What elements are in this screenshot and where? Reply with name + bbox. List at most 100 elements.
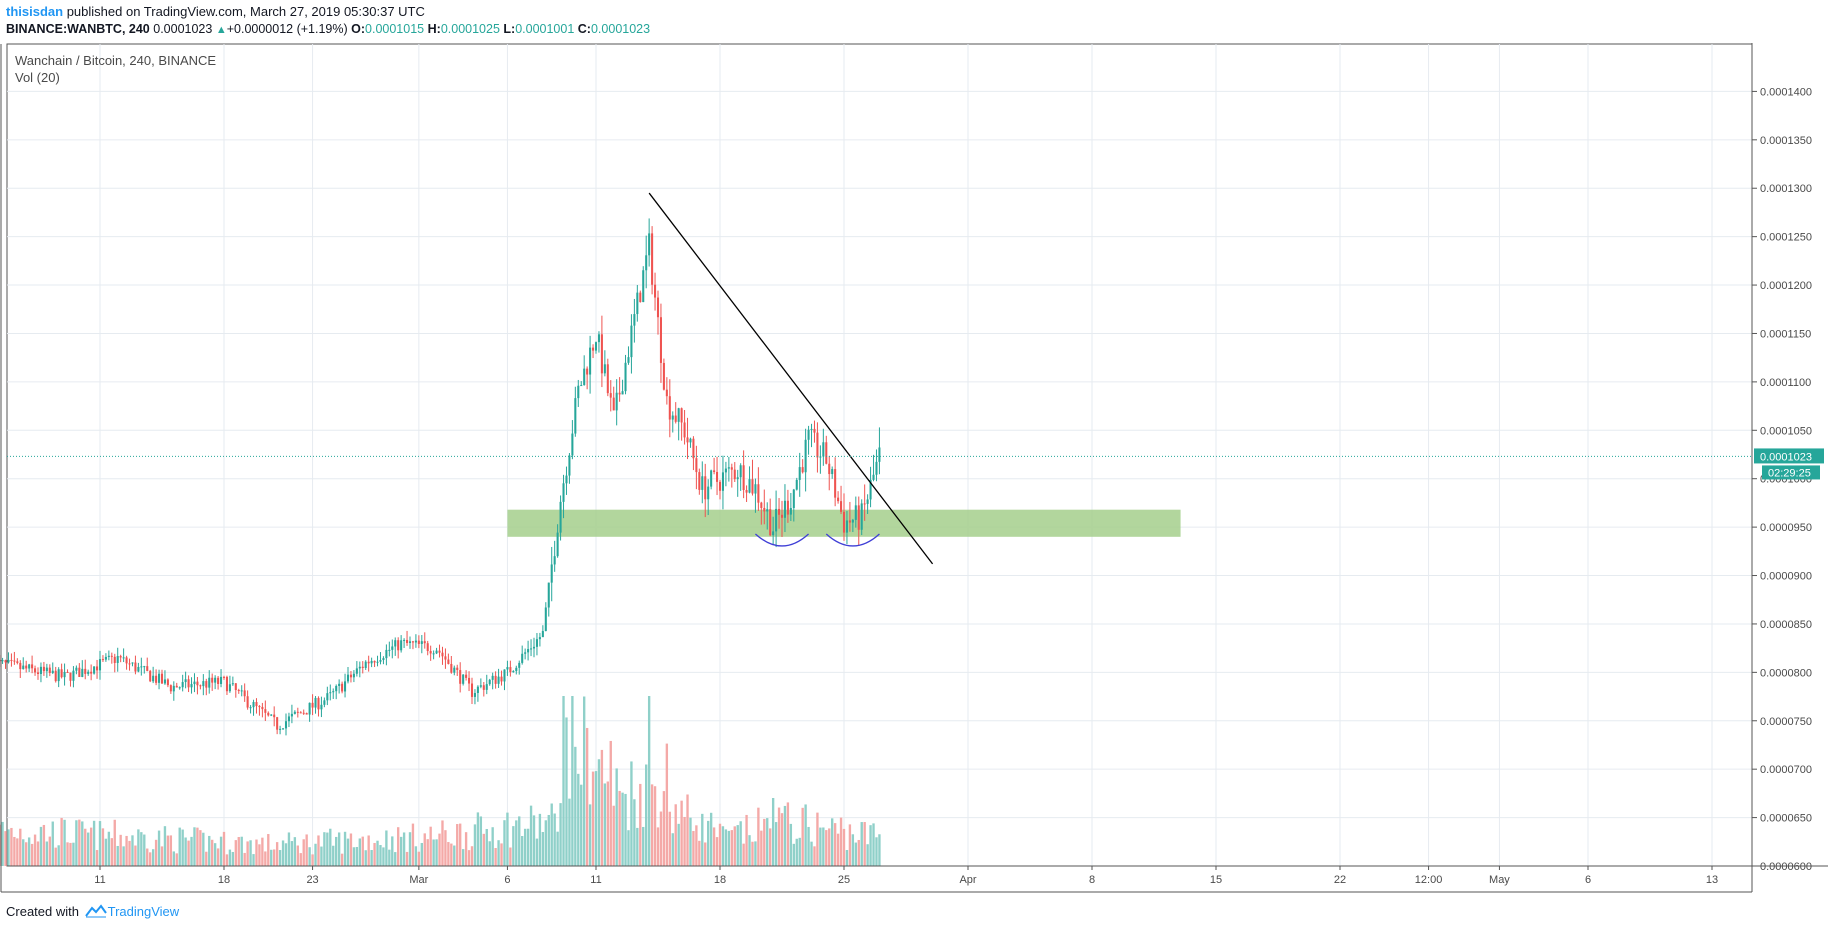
candle-body	[642, 270, 645, 303]
candle-body	[612, 397, 615, 411]
volume-bar	[692, 831, 695, 866]
volume-bar	[839, 817, 843, 866]
change-value: +0.0000012 (+1.19%)	[226, 22, 348, 36]
volume-bar	[278, 850, 282, 866]
volume-bar	[491, 827, 494, 866]
candle-body	[772, 531, 775, 536]
volume-bar	[290, 841, 294, 866]
candle-body	[72, 670, 75, 681]
volume-bar	[801, 807, 804, 866]
volume-bar	[677, 823, 680, 866]
volume-bar	[143, 834, 146, 866]
volume-bar	[842, 828, 846, 866]
volume-bar	[742, 843, 745, 866]
candle-body	[273, 714, 276, 718]
volume-bar	[680, 800, 683, 866]
candle-body	[624, 362, 627, 392]
volume-bar	[715, 837, 719, 866]
candle-body	[606, 364, 609, 394]
candle-body	[19, 662, 22, 670]
candle-body	[408, 641, 412, 644]
volume-bar	[845, 850, 849, 866]
volume-bar	[89, 827, 93, 866]
volume-bar	[574, 746, 577, 866]
x-tick-label: 12:00	[1415, 874, 1443, 886]
candle-body	[155, 675, 158, 683]
volume-bar	[7, 829, 10, 866]
candle-body	[780, 514, 784, 518]
volume-bar	[647, 696, 651, 866]
author-link[interactable]: thisisdan	[6, 4, 64, 19]
y-tick-label: 0.0001350	[1760, 135, 1812, 147]
candle-body	[252, 702, 255, 708]
candle-body	[90, 671, 93, 674]
candle-body	[668, 396, 671, 420]
volume-bar	[659, 811, 663, 866]
volume-bar	[532, 815, 536, 866]
candle-body	[583, 368, 586, 386]
volume-bar	[456, 824, 459, 866]
candle-body	[462, 674, 465, 684]
volume-bar	[665, 743, 669, 866]
candle-body	[385, 649, 388, 659]
candle-body	[807, 429, 810, 440]
candle-body	[686, 437, 689, 443]
volume-bar	[872, 823, 875, 866]
candle-body	[574, 398, 577, 434]
volume-bar	[603, 783, 607, 866]
volume-bar	[346, 838, 350, 866]
volume-bar	[777, 807, 781, 866]
volume-bar	[470, 846, 474, 866]
volume-bar	[228, 849, 232, 866]
candle-body	[187, 679, 190, 688]
candle-body	[81, 668, 84, 677]
volume-bar	[27, 837, 31, 866]
y-tick-label: 0.0001300	[1760, 183, 1812, 195]
volume-bar	[701, 813, 704, 866]
candle-body	[98, 659, 102, 671]
countdown-text: 02:29:25	[1768, 467, 1811, 479]
volume-bar	[211, 839, 214, 866]
candle-body	[10, 659, 13, 661]
volume-bar	[518, 816, 521, 866]
candle-body	[748, 479, 751, 493]
candle-body	[816, 432, 819, 458]
volume-bar	[364, 850, 367, 866]
candle-body	[217, 677, 220, 684]
price-chart[interactable]: 0.0001400 0.0001350 0.0001300 0.0001250 0.00…	[0, 0, 1828, 900]
volume-bar	[751, 841, 754, 866]
volume-bar	[151, 849, 155, 866]
ohlc-bar: BINANCE:WANBTC, 240 0.0001023 ▲+0.000001…	[6, 21, 650, 38]
candle-body	[878, 447, 881, 462]
candle-body	[311, 702, 314, 708]
tradingview-link[interactable]: TradingView	[107, 904, 180, 919]
candle-body	[739, 465, 742, 478]
candle-body	[518, 662, 521, 668]
candle-body	[766, 509, 769, 512]
tradingview-logo-icon	[84, 904, 107, 918]
volume-bar	[426, 839, 429, 866]
symbol-label: BINANCE:WANBTC, 240	[6, 22, 150, 36]
candle-body	[302, 712, 305, 714]
volume-bar	[166, 835, 170, 866]
volume-bar	[87, 832, 90, 866]
candle-body	[326, 693, 329, 701]
volume-bar	[707, 820, 710, 866]
candle-body	[317, 697, 320, 710]
x-tick-label: 11	[590, 874, 601, 886]
x-tick-label: 13	[1706, 874, 1718, 886]
candle-body	[792, 489, 795, 509]
candle-body	[63, 671, 66, 678]
candle-body	[146, 666, 149, 671]
candle-body	[589, 347, 592, 375]
volume-bar	[184, 837, 187, 866]
candle-body	[143, 666, 146, 668]
volume-bar	[760, 830, 763, 866]
created-with-text: Created with	[6, 904, 79, 919]
volume-bar	[57, 845, 60, 866]
candle-body	[465, 674, 468, 678]
candle-body	[447, 659, 450, 664]
candle-body	[169, 685, 172, 692]
volume-bar	[107, 831, 111, 866]
volume-bar	[822, 827, 825, 866]
